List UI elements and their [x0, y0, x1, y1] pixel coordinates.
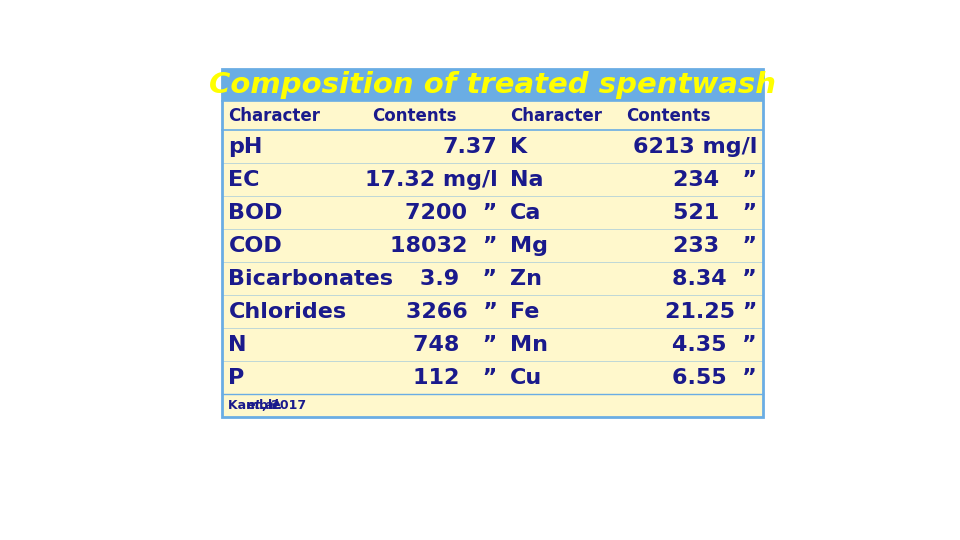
- Text: Composition of treated spentwash: Composition of treated spentwash: [209, 71, 777, 99]
- Text: 233   ”: 233 ”: [673, 236, 757, 256]
- Text: COD: COD: [228, 236, 282, 256]
- Text: 521   ”: 521 ”: [673, 203, 757, 223]
- Text: Kamble: Kamble: [228, 400, 285, 413]
- Text: Character: Character: [228, 106, 321, 125]
- Text: 748   ”: 748 ”: [413, 335, 497, 355]
- Text: Character: Character: [510, 106, 602, 125]
- Text: 7.37: 7.37: [443, 137, 497, 157]
- Text: 18032  ”: 18032 ”: [390, 236, 497, 256]
- Text: Bicarbonates: Bicarbonates: [228, 269, 394, 289]
- Text: 6.55  ”: 6.55 ”: [672, 368, 757, 388]
- Text: 17.32 mg/l: 17.32 mg/l: [365, 170, 497, 190]
- Text: 7200  ”: 7200 ”: [405, 203, 497, 223]
- Text: Contents: Contents: [626, 106, 710, 125]
- Text: 112   ”: 112 ”: [413, 368, 497, 388]
- Text: 3.9   ”: 3.9 ”: [420, 269, 497, 289]
- Text: Mn: Mn: [510, 335, 548, 355]
- Text: 21.25 ”: 21.25 ”: [664, 302, 757, 322]
- Text: Chlorides: Chlorides: [228, 302, 347, 322]
- Text: Fe: Fe: [510, 302, 540, 322]
- Text: 3266  ”: 3266 ”: [405, 302, 497, 322]
- Text: Mg: Mg: [510, 236, 548, 256]
- Text: Ca: Ca: [510, 203, 541, 223]
- Text: EC: EC: [228, 170, 260, 190]
- Text: et.al.: et.al.: [247, 400, 283, 413]
- Text: Na: Na: [510, 170, 543, 190]
- Bar: [223, 101, 763, 417]
- Text: 6213 mg/l: 6213 mg/l: [633, 137, 757, 157]
- Bar: [223, 69, 763, 417]
- Text: K: K: [510, 137, 527, 157]
- Text: 4.35  ”: 4.35 ”: [672, 335, 757, 355]
- Text: P: P: [228, 368, 245, 388]
- Text: Contents: Contents: [372, 106, 456, 125]
- Text: pH: pH: [228, 137, 263, 157]
- Bar: [223, 69, 763, 101]
- Text: 8.34  ”: 8.34 ”: [672, 269, 757, 289]
- Text: 234   ”: 234 ”: [673, 170, 757, 190]
- Text: Cu: Cu: [510, 368, 542, 388]
- Text: BOD: BOD: [228, 203, 283, 223]
- Text: N: N: [228, 335, 247, 355]
- Text: Zn: Zn: [510, 269, 541, 289]
- Text: , 2017: , 2017: [262, 400, 306, 413]
